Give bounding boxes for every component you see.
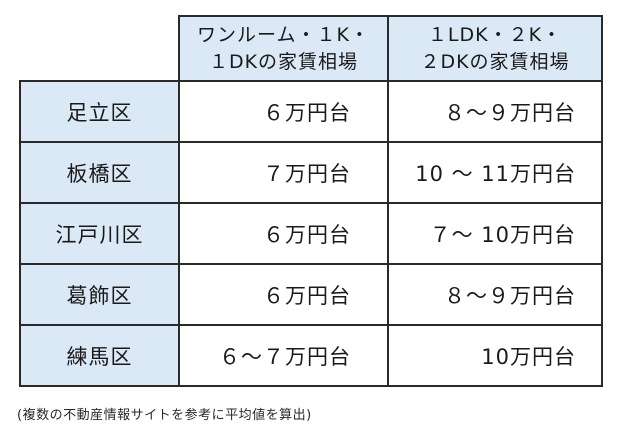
table-header-row: ワンルーム・１K・ １DKの家賃相場 １LDK・２K・ ２DKの家賃相場 [20,15,603,82]
ward-name-cell: 練馬区 [19,324,180,387]
rent-1room-cell: ６～７万円台 [178,324,389,387]
rent-comparison-table: ワンルーム・１K・ １DKの家賃相場 １LDK・２K・ ２DKの家賃相場 足立区… [19,15,603,387]
table-row: 板橋区 ７万円台 10 ～ 11万円台 [19,141,603,204]
table-row: 練馬区 ６～７万円台 10万円台 [19,324,603,387]
rent-1room-cell: ６万円台 [178,202,389,265]
footnote: (複数の不動産情報サイトを参考に平均値を算出) [17,408,312,423]
rent-1room-cell: ６万円台 [178,263,389,326]
rent-1ldk-cell: 10万円台 [387,324,603,387]
table-row: 江戸川区 ６万円台 ７～ 10万円台 [19,202,603,265]
column-header-line: ワンルーム・１K・ [197,23,370,46]
rent-1ldk-cell: ８～９万円台 [387,80,603,143]
ward-name-cell: 江戸川区 [19,202,180,265]
rent-1ldk-cell: ８～９万円台 [387,263,603,326]
column-header-1ldk: １LDK・２K・ ２DKの家賃相場 [387,15,603,82]
ward-name-cell: 葛飾区 [19,263,180,326]
rent-1ldk-cell: 10 ～ 11万円台 [387,141,603,204]
table-row: 足立区 ６万円台 ８～９万円台 [19,80,603,143]
column-header-line: ２DKの家賃相場 [420,50,570,73]
column-header-1room: ワンルーム・１K・ １DKの家賃相場 [178,15,389,82]
table-corner-blank [20,16,179,81]
ward-name-cell: 板橋区 [19,141,180,204]
table-row: 葛飾区 ６万円台 ８～９万円台 [19,263,603,326]
rent-1room-cell: ６万円台 [178,80,389,143]
column-header-line: １DKの家賃相場 [208,50,359,73]
column-header-line: １LDK・２K・ [427,23,563,46]
ward-name-cell: 足立区 [19,80,180,143]
rent-1ldk-cell: ７～ 10万円台 [387,202,603,265]
rent-1room-cell: ７万円台 [178,141,389,204]
